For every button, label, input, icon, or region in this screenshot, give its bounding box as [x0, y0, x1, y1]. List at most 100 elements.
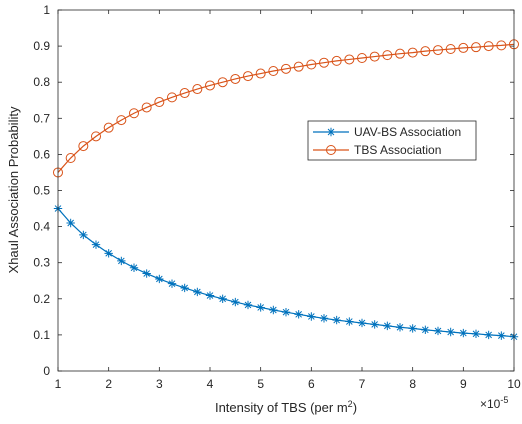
- data-point: [293, 61, 304, 72]
- data-point: [331, 55, 342, 66]
- data-point: [306, 59, 317, 70]
- y-tick-label: 0.9: [33, 39, 50, 53]
- data-point: [319, 57, 329, 68]
- x-tick-label: 4: [207, 377, 214, 391]
- data-point: [129, 108, 139, 119]
- data-point: [383, 321, 392, 331]
- legend-star-marker-icon: [326, 127, 336, 137]
- data-point: [458, 42, 469, 53]
- data-point: [91, 240, 101, 249]
- x-tick-label: 6: [308, 377, 315, 391]
- data-point: [497, 331, 506, 340]
- data-point: [344, 54, 355, 65]
- legend-entry-tbs: TBS Association: [313, 143, 441, 157]
- axes-box: [57, 9, 515, 372]
- data-point: [192, 84, 203, 95]
- data-point: [155, 274, 164, 284]
- data-point: [142, 269, 151, 278]
- legend-label-uav-bs: UAV-BS Association: [354, 125, 461, 139]
- data-point: [217, 77, 228, 88]
- data-point: [345, 317, 354, 326]
- series-line: [57, 43, 515, 173]
- data-point: [370, 320, 379, 329]
- x-axis-label: Intensity of TBS (per m2): [215, 399, 357, 415]
- data-point: [471, 329, 481, 339]
- data-point: [243, 300, 253, 310]
- data-point: [205, 80, 215, 91]
- data-point: [179, 88, 190, 99]
- data-point: [103, 122, 114, 133]
- x-axis-exponent: ×10-5: [480, 395, 508, 411]
- data-point: [205, 291, 215, 300]
- data-point: [78, 141, 89, 152]
- data-point: [193, 287, 202, 297]
- data-point: [167, 279, 177, 288]
- data-point: [357, 318, 367, 328]
- y-tick-label: 0: [43, 364, 50, 378]
- data-point: [433, 45, 443, 56]
- data-point: [483, 41, 494, 52]
- data-point: [154, 97, 165, 108]
- data-point: [408, 324, 417, 333]
- x-tick-label: 10: [507, 377, 521, 391]
- data-point: [433, 326, 443, 336]
- data-point: [332, 315, 341, 325]
- data-point: [167, 92, 177, 103]
- data-point: [281, 307, 291, 317]
- data-point: [268, 66, 279, 77]
- y-axis-label: Xhaul Association Probability: [6, 106, 21, 273]
- legend-entry-uav-bs: UAV-BS Association: [313, 125, 461, 139]
- data-point: [307, 312, 316, 321]
- data-point: [269, 305, 278, 315]
- data-point: [230, 73, 241, 84]
- data-point: [91, 131, 101, 142]
- legend-box: [307, 120, 477, 161]
- data-point: [218, 294, 227, 303]
- data-point: [382, 50, 393, 61]
- x-tick-label: 1: [55, 377, 62, 391]
- data-point: [369, 51, 380, 62]
- y-tick-label: 0.1: [33, 328, 50, 342]
- x-tick-label: 8: [409, 377, 416, 391]
- y-tick-label: 0.3: [33, 256, 50, 270]
- legend: UAV-BS Association TBS Association: [307, 120, 477, 161]
- x-tick-label: 7: [359, 377, 366, 391]
- data-point: [104, 249, 113, 258]
- data-point: [116, 115, 127, 126]
- y-tick-label: 0.2: [33, 292, 50, 306]
- series-uav-bs: [53, 204, 519, 341]
- data-point: [255, 68, 266, 79]
- legend-label-tbs: TBS Association: [354, 143, 441, 157]
- data-point: [484, 330, 493, 340]
- data-point: [395, 48, 405, 59]
- data-point: [496, 40, 507, 51]
- data-point: [319, 314, 329, 323]
- data-point: [281, 63, 291, 74]
- data-point: [357, 53, 367, 64]
- y-tick-label: 0.6: [33, 147, 50, 161]
- data-point: [446, 327, 455, 337]
- data-point: [471, 42, 481, 53]
- legend-circle-marker-icon: [326, 145, 336, 155]
- y-tick-label: 0.5: [33, 184, 50, 198]
- data-point: [66, 218, 75, 228]
- tick-labels: 1 2 3 4 5 6 7 8 9 10 0 0.1 0.2 0.3 0.4 0.5 0.6 0.7 0.8 0.9 1: [33, 3, 521, 391]
- data-point: [180, 283, 189, 293]
- data-point: [395, 323, 405, 332]
- data-point: [459, 328, 468, 338]
- data-point: [445, 43, 456, 54]
- x-tick-label: 9: [460, 377, 467, 391]
- x-tick-label: 2: [105, 377, 112, 391]
- data-point: [141, 102, 152, 113]
- data-point: [256, 303, 265, 312]
- x-tick-label: 3: [156, 377, 163, 391]
- data-point: [231, 297, 240, 307]
- y-tick-label: 0.4: [33, 220, 50, 234]
- data-point: [129, 263, 139, 272]
- data-point: [421, 325, 430, 335]
- y-tick-label: 0.7: [33, 111, 50, 125]
- data-point: [65, 153, 76, 164]
- data-point: [407, 47, 418, 58]
